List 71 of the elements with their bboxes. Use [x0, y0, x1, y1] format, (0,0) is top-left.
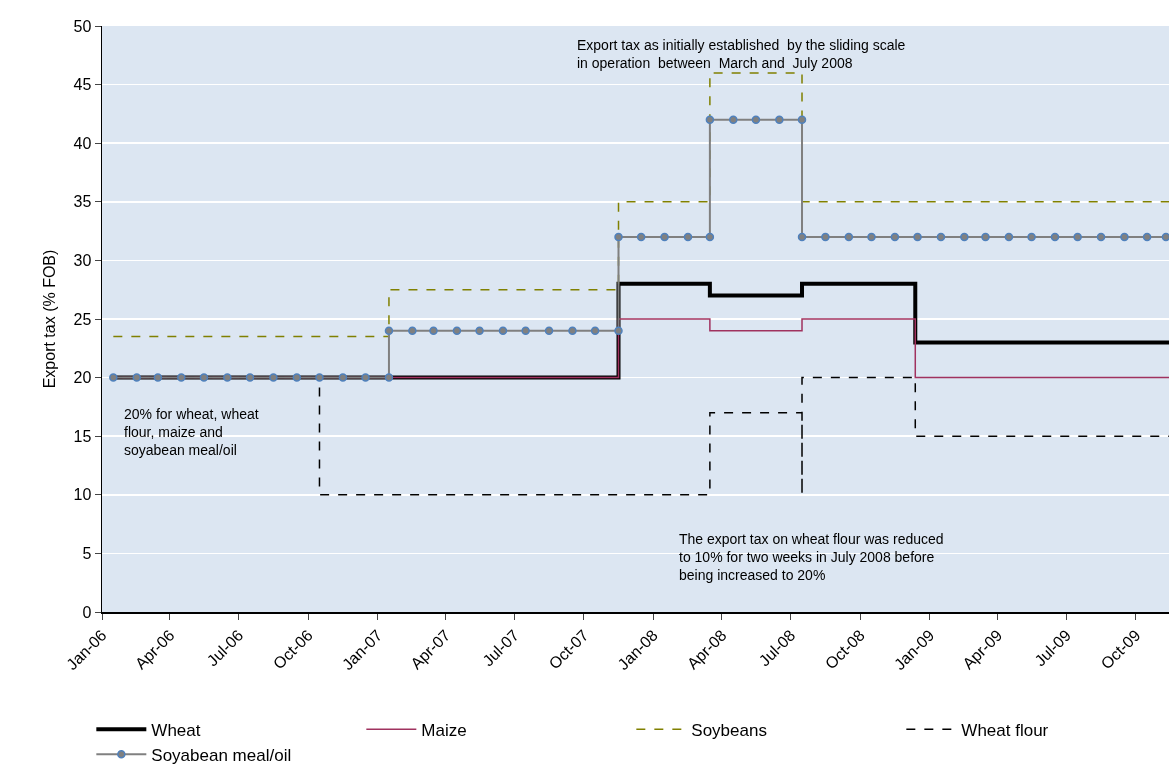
legend-label: Soybeans: [691, 720, 767, 740]
point: [1161, 232, 1169, 242]
y-tick-label: 25: [73, 310, 92, 328]
point: [1004, 232, 1014, 242]
point: [751, 115, 761, 125]
y-tick-label: 15: [73, 427, 92, 445]
point: [429, 326, 438, 335]
point: [614, 232, 623, 242]
point: [338, 373, 348, 382]
point: [223, 373, 232, 382]
point: [109, 373, 118, 382]
annotation: 20% for wheat, wheat flour, maize and soyabean meal/oil: [124, 406, 259, 459]
point: [705, 232, 715, 242]
point: [867, 232, 876, 242]
point: [683, 232, 693, 242]
point: [245, 373, 255, 382]
annotation: Export tax as initially established by the sliding scale in operation between March and July 2008: [577, 37, 906, 72]
point: [177, 373, 186, 382]
point: [315, 373, 324, 382]
legend-label: Wheat flour: [961, 720, 1049, 740]
point: [797, 232, 807, 242]
y-tick-label: 40: [73, 134, 92, 152]
y-tick-label: 10: [73, 486, 92, 504]
point: [199, 373, 209, 382]
point: [544, 326, 554, 335]
point: [1120, 232, 1129, 242]
point: [1142, 232, 1152, 242]
y-tick-label: 0: [82, 603, 92, 621]
point: [153, 373, 163, 382]
y-tick-label: 5: [82, 545, 92, 562]
point: [269, 373, 278, 382]
point: [614, 326, 623, 335]
point: [981, 232, 990, 242]
point: [408, 326, 417, 335]
legend-label: Maize: [421, 720, 467, 740]
y-tick-label: 20: [73, 369, 92, 387]
point: [660, 232, 669, 242]
point: [498, 326, 508, 335]
point: [132, 373, 141, 382]
legend-label: Soyabean meal/oil: [151, 745, 292, 765]
annotation: The export tax on wheat flour was reduced to 10% for two weeks in July 2008 before being increased to 20%: [679, 531, 944, 584]
point: [913, 232, 922, 242]
legend-label: Wheat: [151, 720, 201, 740]
point: [1096, 232, 1106, 242]
point: [844, 232, 854, 242]
point: [1027, 232, 1036, 242]
point: [292, 373, 302, 382]
point: [705, 115, 715, 125]
point: [521, 326, 530, 335]
point: [1073, 232, 1082, 242]
point: [775, 115, 784, 125]
y-tick-label: 35: [73, 193, 92, 211]
y-tick-label: 30: [73, 252, 92, 269]
y-tick-label: 50: [73, 17, 92, 35]
point: [890, 232, 900, 242]
point: [384, 373, 394, 382]
point: [960, 232, 969, 242]
point: [936, 232, 946, 242]
y-axis-title: Export tax (% FOB): [40, 249, 58, 389]
point: [475, 326, 484, 335]
point: [729, 115, 738, 125]
point: [384, 326, 394, 335]
point: [568, 326, 577, 335]
point: [361, 373, 370, 382]
point: [1050, 232, 1060, 242]
point: [821, 232, 830, 242]
y-tick-label: 45: [73, 76, 92, 94]
point: [636, 232, 646, 242]
point: [452, 326, 462, 335]
point: [590, 326, 600, 335]
point: [797, 115, 807, 125]
